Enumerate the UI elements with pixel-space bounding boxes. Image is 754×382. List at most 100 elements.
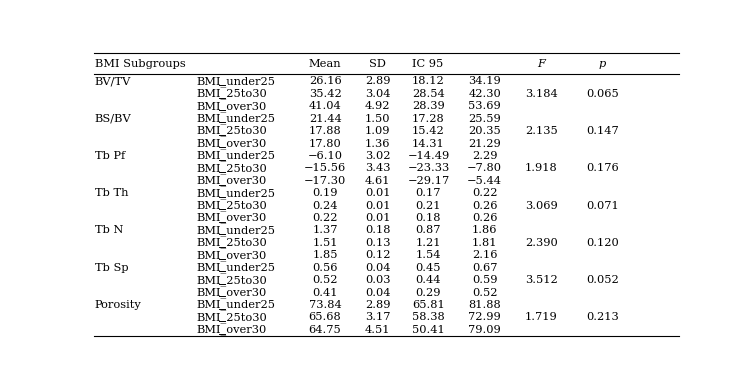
Text: 20.35: 20.35	[468, 126, 501, 136]
Text: −15.56: −15.56	[304, 163, 346, 173]
Text: 4.51: 4.51	[365, 325, 391, 335]
Text: 1.54: 1.54	[415, 250, 441, 260]
Text: 0.59: 0.59	[472, 275, 498, 285]
Text: 3.04: 3.04	[365, 89, 391, 99]
Text: 0.22: 0.22	[472, 188, 498, 198]
Text: 3.17: 3.17	[365, 312, 391, 322]
Text: 18.12: 18.12	[412, 76, 445, 86]
Text: Tb N: Tb N	[95, 225, 123, 235]
Text: −6.10: −6.10	[308, 151, 342, 161]
Text: BMI_under25: BMI_under25	[197, 299, 275, 311]
Text: 4.92: 4.92	[365, 101, 391, 111]
Text: F: F	[538, 59, 545, 69]
Text: 65.68: 65.68	[308, 312, 342, 322]
Text: BMI_under25: BMI_under25	[197, 76, 275, 87]
Text: Tb Th: Tb Th	[95, 188, 128, 198]
Text: 21.44: 21.44	[308, 114, 342, 124]
Text: Porosity: Porosity	[95, 300, 142, 310]
Text: 0.67: 0.67	[472, 263, 498, 273]
Text: BMI_under25: BMI_under25	[197, 262, 275, 273]
Text: SD: SD	[369, 59, 386, 69]
Text: BMI Subgroups: BMI Subgroups	[95, 59, 185, 69]
Text: 1.36: 1.36	[365, 139, 391, 149]
Text: BMI_over30: BMI_over30	[197, 175, 267, 186]
Text: 0.052: 0.052	[587, 275, 619, 285]
Text: 2.89: 2.89	[365, 300, 391, 310]
Text: 0.52: 0.52	[312, 275, 338, 285]
Text: 3.069: 3.069	[525, 201, 558, 210]
Text: 0.176: 0.176	[587, 163, 619, 173]
Text: 0.29: 0.29	[415, 288, 441, 298]
Text: BMI_25to30: BMI_25to30	[197, 89, 267, 99]
Text: 14.31: 14.31	[412, 139, 445, 149]
Text: 0.13: 0.13	[365, 238, 391, 248]
Text: 0.18: 0.18	[415, 213, 441, 223]
Text: 58.38: 58.38	[412, 312, 445, 322]
Text: 81.88: 81.88	[468, 300, 501, 310]
Text: 65.81: 65.81	[412, 300, 445, 310]
Text: Tb Pf: Tb Pf	[95, 151, 125, 161]
Text: 0.87: 0.87	[415, 225, 441, 235]
Text: 1.51: 1.51	[312, 238, 338, 248]
Text: 17.88: 17.88	[308, 126, 342, 136]
Text: 0.26: 0.26	[472, 201, 498, 210]
Text: 1.81: 1.81	[472, 238, 498, 248]
Text: BV/TV: BV/TV	[95, 76, 131, 86]
Text: 28.54: 28.54	[412, 89, 445, 99]
Text: 0.071: 0.071	[587, 201, 619, 210]
Text: 2.135: 2.135	[525, 126, 558, 136]
Text: 0.44: 0.44	[415, 275, 441, 285]
Text: 1.719: 1.719	[525, 312, 558, 322]
Text: 3.02: 3.02	[365, 151, 391, 161]
Text: p: p	[599, 59, 606, 69]
Text: BMI_under25: BMI_under25	[197, 151, 275, 161]
Text: 17.80: 17.80	[308, 139, 342, 149]
Text: 2.16: 2.16	[472, 250, 498, 260]
Text: BMI_under25: BMI_under25	[197, 225, 275, 236]
Text: 0.03: 0.03	[365, 275, 391, 285]
Text: BMI_25to30: BMI_25to30	[197, 200, 267, 211]
Text: BMI_25to30: BMI_25to30	[197, 126, 267, 136]
Text: 34.19: 34.19	[468, 76, 501, 86]
Text: 0.26: 0.26	[472, 213, 498, 223]
Text: 1.37: 1.37	[312, 225, 338, 235]
Text: 3.43: 3.43	[365, 163, 391, 173]
Text: BMI_25to30: BMI_25to30	[197, 238, 267, 248]
Text: BMI_over30: BMI_over30	[197, 101, 267, 112]
Text: 2.29: 2.29	[472, 151, 498, 161]
Text: BMI_25to30: BMI_25to30	[197, 312, 267, 323]
Text: 1.86: 1.86	[472, 225, 498, 235]
Text: BMI_over30: BMI_over30	[197, 138, 267, 149]
Text: 0.45: 0.45	[415, 263, 441, 273]
Text: −5.44: −5.44	[467, 176, 502, 186]
Text: −23.33: −23.33	[407, 163, 449, 173]
Text: −7.80: −7.80	[467, 163, 502, 173]
Text: Mean: Mean	[308, 59, 342, 69]
Text: 0.12: 0.12	[365, 250, 391, 260]
Text: 0.22: 0.22	[312, 213, 338, 223]
Text: 1.918: 1.918	[525, 163, 558, 173]
Text: 1.50: 1.50	[365, 114, 391, 124]
Text: 0.213: 0.213	[587, 312, 619, 322]
Text: 42.30: 42.30	[468, 89, 501, 99]
Text: 0.21: 0.21	[415, 201, 441, 210]
Text: IC 95: IC 95	[412, 59, 443, 69]
Text: 73.84: 73.84	[308, 300, 342, 310]
Text: 79.09: 79.09	[468, 325, 501, 335]
Text: BMI_over30: BMI_over30	[197, 287, 267, 298]
Text: 1.21: 1.21	[415, 238, 441, 248]
Text: 15.42: 15.42	[412, 126, 445, 136]
Text: 53.69: 53.69	[468, 101, 501, 111]
Text: 0.56: 0.56	[312, 263, 338, 273]
Text: 2.390: 2.390	[525, 238, 558, 248]
Text: 1.85: 1.85	[312, 250, 338, 260]
Text: 0.18: 0.18	[365, 225, 391, 235]
Text: 0.065: 0.065	[587, 89, 619, 99]
Text: 0.01: 0.01	[365, 201, 391, 210]
Text: 0.17: 0.17	[415, 188, 441, 198]
Text: 35.42: 35.42	[308, 89, 342, 99]
Text: 64.75: 64.75	[308, 325, 342, 335]
Text: −14.49: −14.49	[407, 151, 449, 161]
Text: BMI_25to30: BMI_25to30	[197, 275, 267, 285]
Text: −29.17: −29.17	[407, 176, 449, 186]
